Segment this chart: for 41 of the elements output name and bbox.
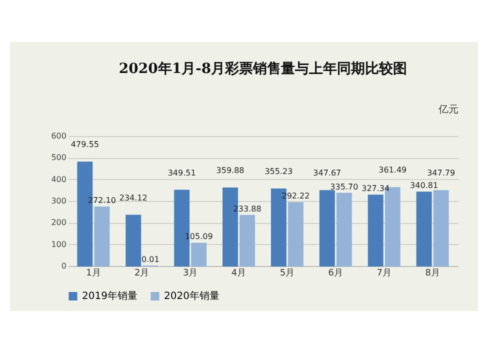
x-tick-label: 7月 <box>376 268 392 278</box>
data-label: 234.12 <box>119 193 148 202</box>
bar <box>94 206 110 266</box>
data-label: 361.49 <box>378 166 407 175</box>
bar <box>240 214 256 266</box>
bar <box>368 194 384 266</box>
x-tick-label: 2月 <box>134 268 150 278</box>
data-label: 479.55 <box>70 140 99 150</box>
x-tick-label: 8月 <box>425 268 440 278</box>
bar <box>126 214 142 266</box>
y-tick-label: 600 <box>51 132 66 140</box>
y-tick-label: 400 <box>51 174 66 184</box>
bar <box>288 202 304 266</box>
data-label: 0.01 <box>141 255 160 264</box>
chart-title: 2020年1月-8月彩票销售量与上年同期比较图 <box>118 61 408 77</box>
legend-label: 2019年销量 <box>82 290 138 302</box>
y-tick-label: 0 <box>61 262 66 270</box>
data-label: 327.34 <box>362 184 390 194</box>
data-label: 347.79 <box>427 168 456 178</box>
y-tick-label: 200 <box>51 218 66 228</box>
y-tick-label: 300 <box>51 196 66 206</box>
data-label: 335.70 <box>330 182 358 192</box>
y-axis-title: 亿元 <box>438 104 458 116</box>
x-tick-label: 5月 <box>280 268 295 278</box>
x-tick-label: 3月 <box>182 268 198 278</box>
bar <box>319 190 335 266</box>
bar <box>433 190 449 266</box>
bar <box>191 242 207 266</box>
x-tick-label: 6月 <box>328 268 344 278</box>
data-label: 340.81 <box>410 181 438 190</box>
data-label: 359.88 <box>216 166 244 176</box>
legend-label: 2020年销量 <box>164 290 220 302</box>
bar <box>336 192 352 266</box>
data-label: 349.51 <box>168 168 196 178</box>
y-tick-label: 100 <box>51 240 66 249</box>
bar <box>416 192 432 266</box>
x-tick-label: 4月 <box>231 268 246 278</box>
data-label: 347.67 <box>313 168 342 178</box>
data-label: 355.23 <box>264 167 293 176</box>
x-tick-label: 1月 <box>86 268 101 278</box>
y-tick-label: 500 <box>51 153 66 162</box>
